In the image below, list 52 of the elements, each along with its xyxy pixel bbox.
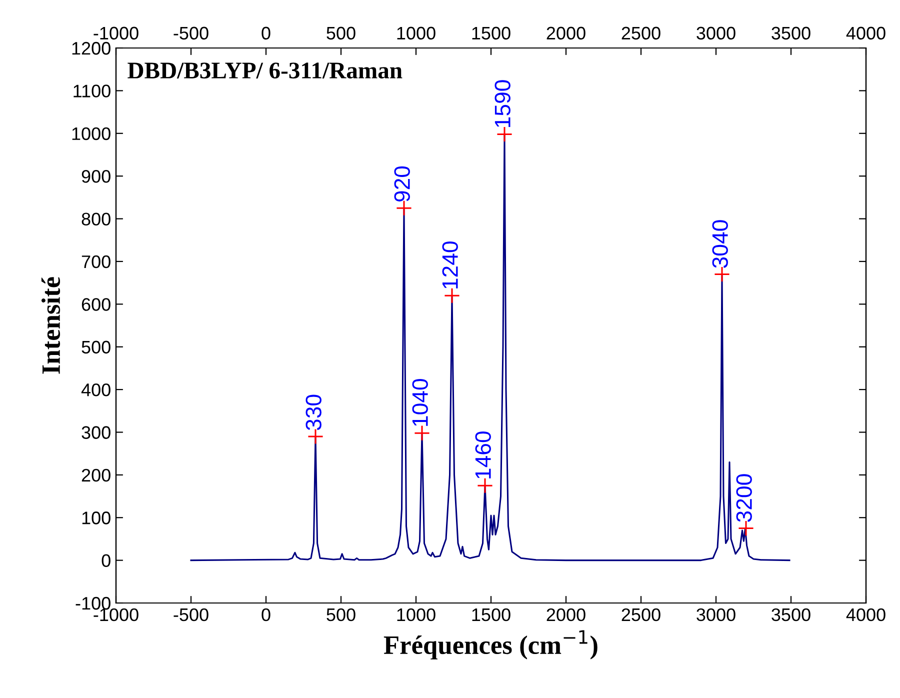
x-tick-label: 1000 xyxy=(397,608,436,622)
y-axis-title: Intensité xyxy=(41,277,60,374)
x-tick-label: 500 xyxy=(326,608,356,622)
y-tick-label: 300 xyxy=(82,426,110,439)
point xyxy=(396,200,412,216)
x2-tick-label: 3500 xyxy=(772,26,810,40)
y-tick-label: 200 xyxy=(82,468,110,482)
x-tick-label: 1500 xyxy=(472,608,510,622)
x-tick-label: 2000 xyxy=(546,608,586,622)
x2-tick-label: 4000 xyxy=(846,26,886,40)
annotation: 3200 xyxy=(736,474,752,522)
annotation: 1240 xyxy=(442,241,458,288)
annotation: 920 xyxy=(394,166,410,202)
point xyxy=(414,425,430,442)
x2-tick-label: 3000 xyxy=(696,26,736,40)
x2-tick-label: 0 xyxy=(262,26,270,40)
x-tick-label: 3500 xyxy=(772,608,810,622)
y-tick-label: 1000 xyxy=(72,127,110,140)
point xyxy=(476,478,494,494)
x-tick-label: -500 xyxy=(174,608,208,622)
x-tick-label: 4000 xyxy=(846,608,886,622)
y-tick-label: 800 xyxy=(82,212,110,226)
y-tick-label: 700 xyxy=(82,255,110,268)
y-tick-label: 600 xyxy=(82,298,110,311)
annotation: DBD/B3LYP/ 6-311/Raman xyxy=(128,62,402,78)
annotation: 1460 xyxy=(475,431,491,478)
annotation: 3040 xyxy=(712,220,728,268)
annotation: 330 xyxy=(306,394,322,430)
y-tick-label: -100 xyxy=(76,596,110,610)
x-axis-title: Fréquences (cm$^{−1}$) xyxy=(384,630,598,660)
x-tick-label: 2500 xyxy=(622,608,660,622)
x2-tick-label: -1000 xyxy=(94,26,138,40)
x2-tick-label: 1500 xyxy=(472,26,510,40)
y-tick-label: 400 xyxy=(81,383,110,396)
y-tick-label: 0 xyxy=(102,554,110,568)
y-tick-label: 1200 xyxy=(72,42,110,55)
y-tick-label: 1100 xyxy=(74,84,110,98)
x-tick-label: -1000 xyxy=(94,608,138,622)
x2-tick-label: -500 xyxy=(174,26,208,40)
x2-tick-label: 1000 xyxy=(397,26,436,40)
y-tick-label: 100 xyxy=(82,512,110,524)
y-tick-label: 500 xyxy=(82,340,110,354)
x2-tick-label: 2000 xyxy=(546,26,586,40)
point xyxy=(496,126,513,142)
annotation: 1590 xyxy=(494,80,510,127)
x2-tick-label: 2500 xyxy=(622,26,660,40)
x2-tick-label: 500 xyxy=(326,26,356,40)
x-tick-label: 3000 xyxy=(696,608,736,622)
x-tick-label: 0 xyxy=(262,608,270,622)
point xyxy=(444,288,460,304)
annotation: 1040 xyxy=(412,378,428,426)
y-tick-label: 900 xyxy=(82,170,110,183)
